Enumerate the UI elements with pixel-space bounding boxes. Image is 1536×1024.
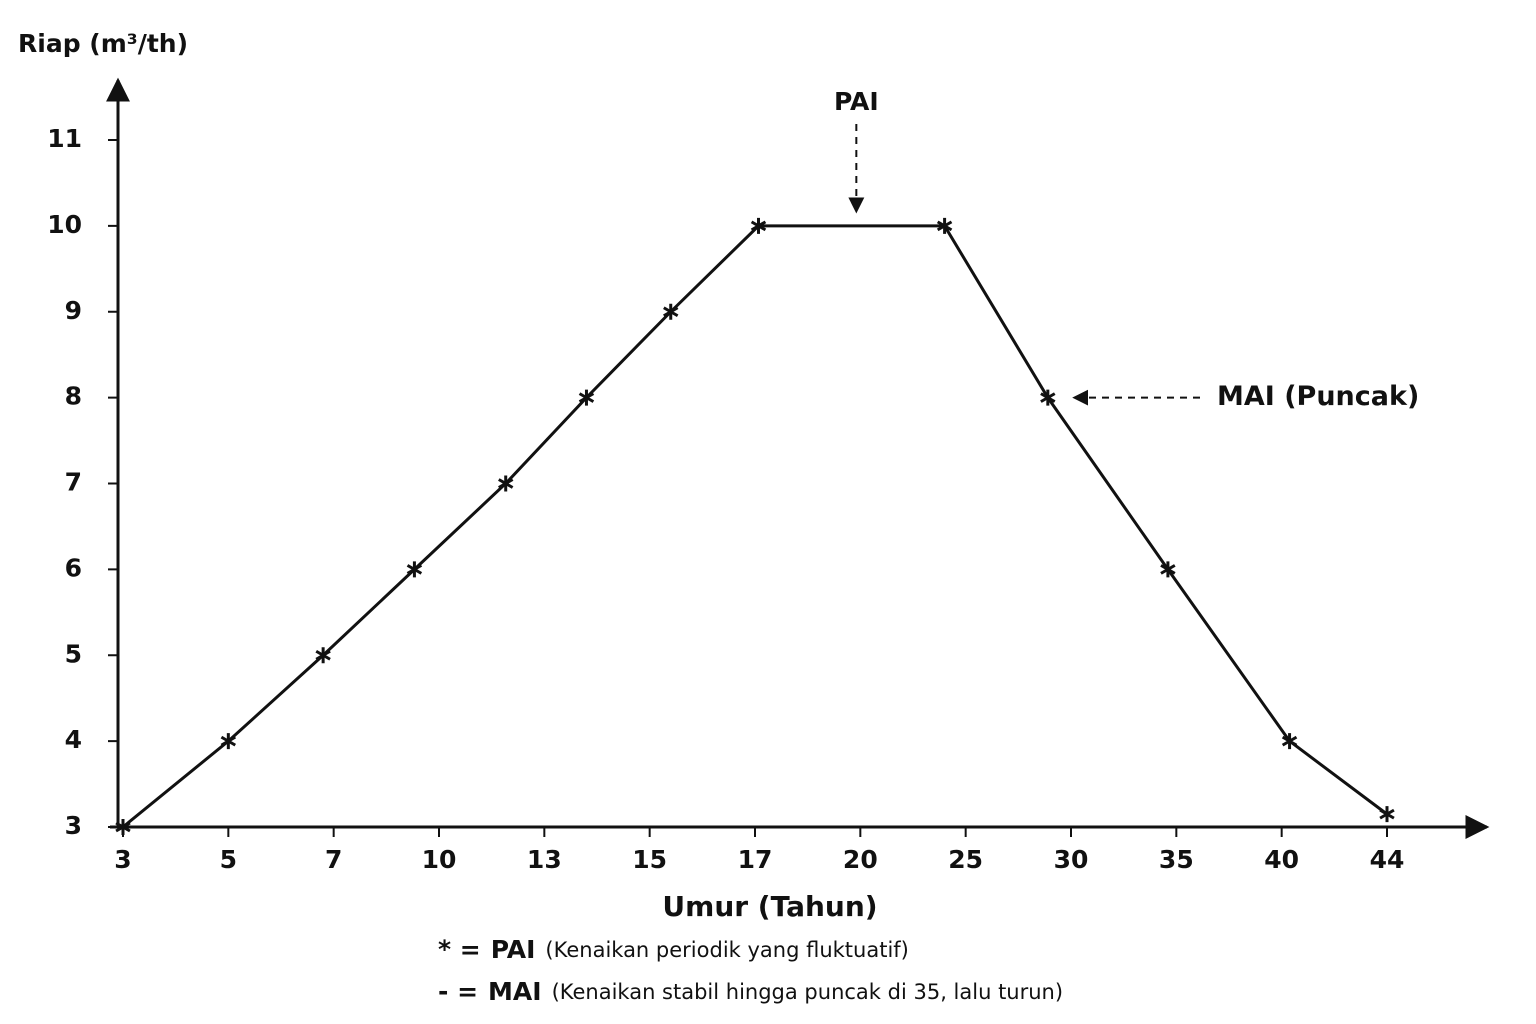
x-tick-label: 5: [220, 845, 237, 874]
asterisk-marker: [406, 561, 423, 578]
series-line: [122, 224, 1388, 829]
y-tick-label: 3: [65, 811, 82, 840]
asterisk-marker: [663, 303, 679, 320]
annotation: MAI (Puncak): [1217, 381, 1419, 412]
y-tick-label: 9: [65, 296, 82, 325]
x-tick-label: 44: [1370, 845, 1405, 874]
note-label: PAI: [491, 935, 536, 964]
y-axis-label: Riap (m³/th): [18, 29, 188, 58]
asterisk-stroke: [1160, 564, 1176, 575]
y-tick-label: 5: [65, 639, 82, 668]
y-tick-label: 4: [65, 725, 82, 754]
asterisk-stroke: [406, 564, 423, 575]
asterisk-marker: [315, 647, 331, 664]
asterisk-stroke: [578, 392, 595, 403]
asterisk-marker: [1379, 806, 1395, 823]
y-tick-label: 10: [47, 210, 82, 239]
asterisk-marker: [115, 819, 131, 835]
y-tick-label: 6: [65, 553, 82, 582]
x-axis-label: Umur (Tahun): [662, 890, 877, 923]
asterisk-marker: [1160, 561, 1176, 578]
x-tick-label: 35: [1159, 845, 1194, 874]
x-tick-label: 40: [1264, 845, 1299, 874]
asterisk-marker: [1040, 389, 1056, 406]
x-tick-label: 10: [422, 845, 457, 874]
asterisk-stroke: [1040, 392, 1056, 403]
asterisk-stroke: [220, 735, 237, 747]
asterisk-stroke: [936, 220, 953, 232]
asterisk-marker: [220, 733, 237, 750]
note: - = MAI (Kenaikan stabil hingga puncak di …: [438, 977, 1063, 1006]
y-tick-label: 7: [65, 468, 82, 497]
y-tick-label: 11: [47, 124, 82, 153]
asterisk-stroke: [1379, 808, 1395, 820]
asterisk-marker: [936, 217, 953, 234]
asterisk-stroke: [750, 220, 767, 232]
note: * = PAI (Kenaikan periodik yang fluktuatif…: [438, 935, 909, 964]
asterisk-stroke: [115, 821, 131, 833]
x-tick-label: 25: [948, 845, 983, 874]
note-text: (Kenaikan stabil hingga puncak di 35, la…: [552, 980, 1064, 1004]
note-symbol: - =: [438, 977, 478, 1006]
x-tick-label: 13: [527, 845, 562, 874]
x-tick-label: 17: [738, 845, 773, 874]
asterisk-marker: [498, 475, 514, 492]
note-symbol: * =: [438, 935, 481, 964]
asterisk-stroke: [1281, 735, 1298, 747]
asterisk-stroke: [663, 306, 679, 318]
asterisk-marker: [1281, 733, 1298, 750]
asterisk-stroke: [498, 478, 514, 489]
note-text: (Kenaikan periodik yang fluktuatif): [545, 938, 908, 962]
x-tick-label: 15: [632, 845, 667, 874]
x-tick-label: 20: [843, 845, 878, 874]
y-tick-label: 8: [65, 382, 82, 411]
annotation: PAI: [834, 87, 879, 116]
x-tick-label: 30: [1054, 845, 1089, 874]
asterisk-marker: [578, 389, 595, 406]
x-tick-label: 3: [114, 845, 131, 874]
note-label: MAI: [488, 977, 542, 1006]
x-tick-label: 7: [325, 845, 342, 874]
asterisk-marker: [750, 217, 767, 234]
asterisk-stroke: [315, 649, 331, 661]
